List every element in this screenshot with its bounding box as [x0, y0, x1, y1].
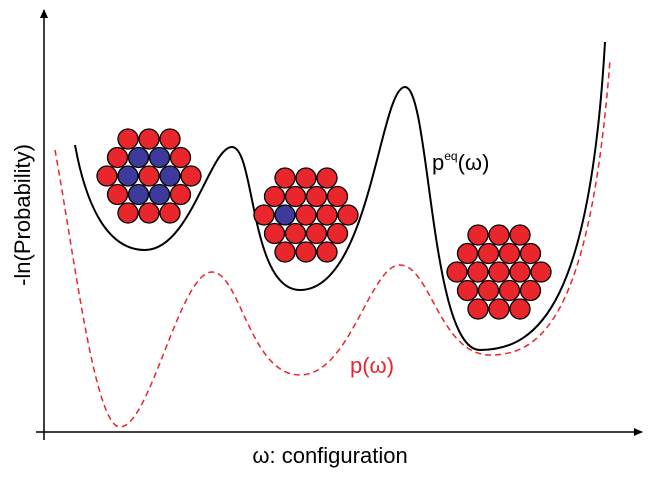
atom — [305, 222, 328, 245]
atom — [498, 279, 521, 302]
atom — [284, 185, 307, 208]
atom — [337, 204, 359, 226]
atom — [138, 165, 160, 187]
atom — [138, 128, 160, 150]
peq-curve — [74, 41, 606, 352]
cluster — [446, 224, 552, 320]
atom — [498, 242, 521, 265]
atom — [96, 165, 118, 187]
atom — [509, 298, 531, 320]
atom — [467, 261, 489, 283]
atom — [488, 224, 510, 246]
cluster — [96, 128, 202, 224]
atom — [106, 146, 129, 169]
atom — [180, 165, 202, 187]
y-axis-label: -ln(Probability) — [10, 144, 35, 286]
atom — [295, 204, 317, 226]
p-label: p(ω) — [350, 353, 394, 378]
atom — [169, 183, 192, 206]
atom — [148, 146, 171, 169]
atom — [284, 222, 307, 245]
atom — [519, 242, 542, 265]
atom — [148, 183, 171, 206]
atom — [159, 202, 181, 224]
atom — [488, 298, 510, 320]
x-axis-label: ω: configuration — [252, 443, 407, 468]
p-curve — [54, 59, 611, 428]
peq-label-main: p — [432, 150, 444, 175]
atom — [530, 261, 552, 283]
atom — [274, 241, 296, 263]
atom — [106, 183, 129, 206]
peq-label: peq(ω) — [432, 149, 489, 175]
atom — [127, 146, 150, 169]
atom — [509, 224, 531, 246]
atom — [509, 261, 531, 283]
atom — [159, 165, 181, 187]
atom — [295, 241, 317, 263]
atom — [488, 261, 510, 283]
atom — [305, 185, 328, 208]
atom — [316, 204, 338, 226]
atom — [274, 204, 296, 226]
atom — [326, 185, 349, 208]
atom — [467, 224, 489, 246]
cluster — [253, 167, 359, 263]
atom — [456, 279, 479, 302]
atom — [316, 167, 338, 189]
atom — [326, 222, 349, 245]
atom — [456, 242, 479, 265]
atom — [138, 202, 160, 224]
atom — [446, 261, 468, 283]
atom — [477, 279, 500, 302]
atom — [477, 242, 500, 265]
atom — [263, 222, 286, 245]
atom — [263, 185, 286, 208]
atom — [117, 165, 139, 187]
atom — [127, 183, 150, 206]
atom — [253, 204, 275, 226]
atom — [159, 128, 181, 150]
atom — [274, 167, 296, 189]
atom — [295, 167, 317, 189]
peq-label-sup: eq — [444, 149, 457, 163]
atom — [169, 146, 192, 169]
atom — [316, 241, 338, 263]
atom — [117, 128, 139, 150]
atom — [117, 202, 139, 224]
atom — [467, 298, 489, 320]
atom — [519, 279, 542, 302]
peq-label-suffix: (ω) — [458, 150, 490, 175]
